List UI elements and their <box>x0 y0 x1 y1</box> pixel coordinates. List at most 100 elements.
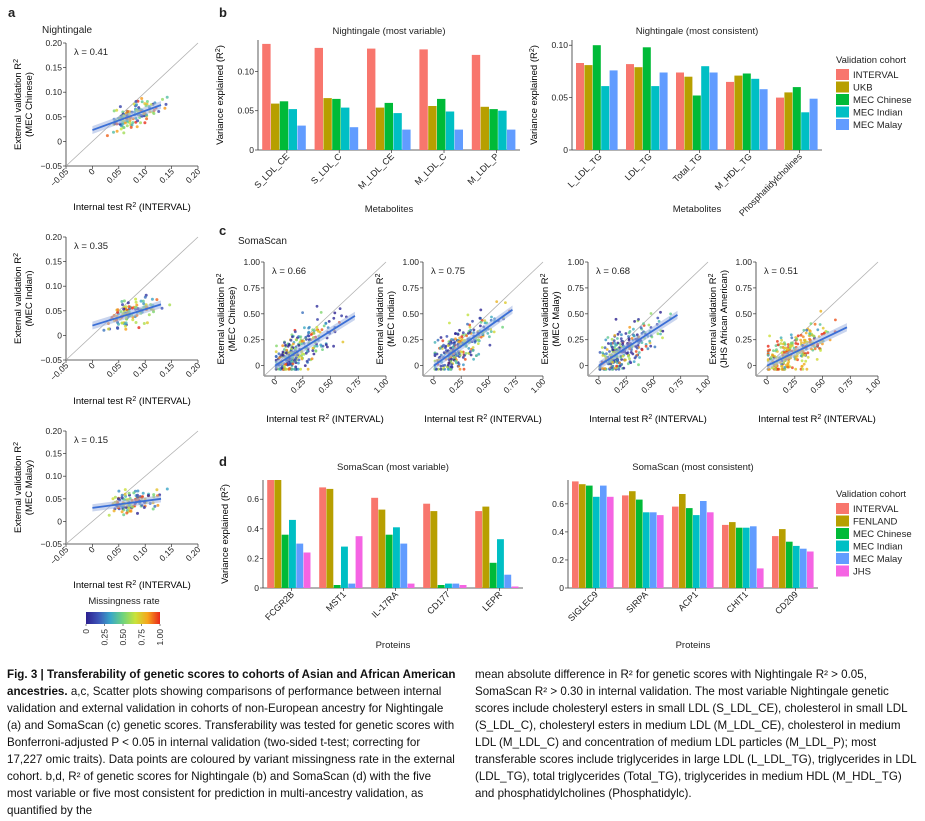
data-point <box>145 100 149 103</box>
x-tick-label: 0.15 <box>157 544 176 563</box>
data-point <box>136 119 140 123</box>
data-point <box>458 367 462 371</box>
data-point <box>782 346 786 350</box>
data-point <box>165 487 169 491</box>
y-tick-label: 0 <box>57 516 62 526</box>
x-tick-label: 0.20 <box>184 166 203 185</box>
data-point <box>137 326 141 330</box>
y-tick-label: 0.10 <box>551 40 568 50</box>
data-point <box>315 304 319 308</box>
y-axis-title: External validation R2(MEC Malay) <box>13 442 36 533</box>
bar <box>659 72 668 150</box>
x-tick-label: 0 <box>86 360 97 371</box>
data-point <box>659 332 662 336</box>
y-tick-label: 0.25 <box>567 335 584 345</box>
data-point <box>127 305 131 309</box>
data-point <box>821 326 825 330</box>
bar <box>267 480 275 588</box>
fit-line <box>433 308 513 367</box>
y-tick-label: 0 <box>249 145 254 155</box>
data-point <box>466 313 470 317</box>
fit-line <box>766 326 848 367</box>
data-point <box>813 347 817 351</box>
data-point <box>113 495 117 499</box>
x-axis-title: Internal test R2 (INTERVAL) <box>266 414 384 426</box>
data-point <box>808 337 811 341</box>
data-point <box>605 348 609 351</box>
y-axis-title: Variance explained (R2) <box>529 45 541 145</box>
data-point <box>786 365 790 369</box>
data-point <box>819 309 823 313</box>
x-tick-label: 0.15 <box>157 360 176 379</box>
data-point <box>640 348 644 352</box>
data-point <box>479 320 483 324</box>
data-point <box>661 329 665 333</box>
data-point <box>136 489 140 493</box>
y-tick-label: 0.10 <box>237 66 254 76</box>
bar <box>651 86 660 150</box>
data-point <box>802 362 806 366</box>
data-point <box>324 321 328 325</box>
legend-swatch <box>836 94 849 105</box>
bar <box>281 534 289 588</box>
x-axis-title: Internal test R2 (INTERVAL) <box>424 414 542 426</box>
y-tick-label: 1.00 <box>735 257 752 267</box>
y-axis-title-line2: (MEC Indian) <box>386 291 397 347</box>
data-point <box>441 364 445 367</box>
y-tick-label: 0.75 <box>567 283 584 293</box>
data-point <box>805 328 809 332</box>
data-point <box>281 350 285 354</box>
data-point <box>135 303 139 307</box>
panel-subtitle: Nightingale (most consistent) <box>636 26 759 37</box>
data-point <box>141 495 144 499</box>
data-point <box>634 355 638 358</box>
data-point <box>120 321 124 325</box>
x-axis-title: Proteins <box>676 640 711 651</box>
bar-panel-d1: 0 0.2 0.4 0.6 FCGR2B MST1 IL-17RA CD177 LEPR Soma… <box>220 462 523 651</box>
data-point <box>115 129 119 133</box>
data-point <box>789 345 792 348</box>
x-tick-label: 0.05 <box>104 166 123 185</box>
data-point <box>105 134 109 138</box>
data-point <box>490 315 493 319</box>
data-point <box>287 343 291 347</box>
data-point <box>277 352 281 356</box>
data-point <box>107 327 110 331</box>
y-tick-label: 0 <box>563 145 568 155</box>
fit-line <box>92 303 162 327</box>
x-tick-label: 0 <box>86 544 97 555</box>
data-point <box>332 344 335 348</box>
data-point <box>483 319 487 323</box>
data-point <box>304 351 308 355</box>
data-point <box>794 357 798 361</box>
y-tick-label: 0 <box>255 361 260 371</box>
data-point <box>803 353 807 357</box>
data-point <box>613 334 617 337</box>
data-point <box>163 106 167 110</box>
data-point <box>312 332 316 335</box>
x-axis-title: Internal test R2 (INTERVAL) <box>73 202 191 214</box>
bar <box>504 574 512 588</box>
y-tick-label: 0.50 <box>567 309 584 319</box>
missingness-colorbar: Missingness rate 0 0.25 0.50 0.75 1.00 <box>81 596 165 646</box>
bar <box>348 583 356 588</box>
data-point <box>805 367 809 371</box>
x-axis-title: Metabolites <box>673 204 722 215</box>
bar <box>784 92 793 150</box>
data-point <box>298 340 302 344</box>
data-point <box>627 338 631 342</box>
data-point <box>606 336 610 339</box>
bar <box>657 515 664 588</box>
data-point <box>768 334 771 338</box>
data-point <box>446 367 450 371</box>
fit-line <box>274 315 356 367</box>
data-point <box>626 362 630 366</box>
y-tick-label: 0 <box>254 583 259 593</box>
data-point <box>312 352 316 356</box>
data-point <box>466 322 469 326</box>
x-axis-title: Proteins <box>376 640 411 651</box>
data-point <box>121 303 124 307</box>
x-tick-label: 1.00 <box>694 376 713 395</box>
data-point <box>610 366 613 369</box>
data-point <box>450 338 453 341</box>
